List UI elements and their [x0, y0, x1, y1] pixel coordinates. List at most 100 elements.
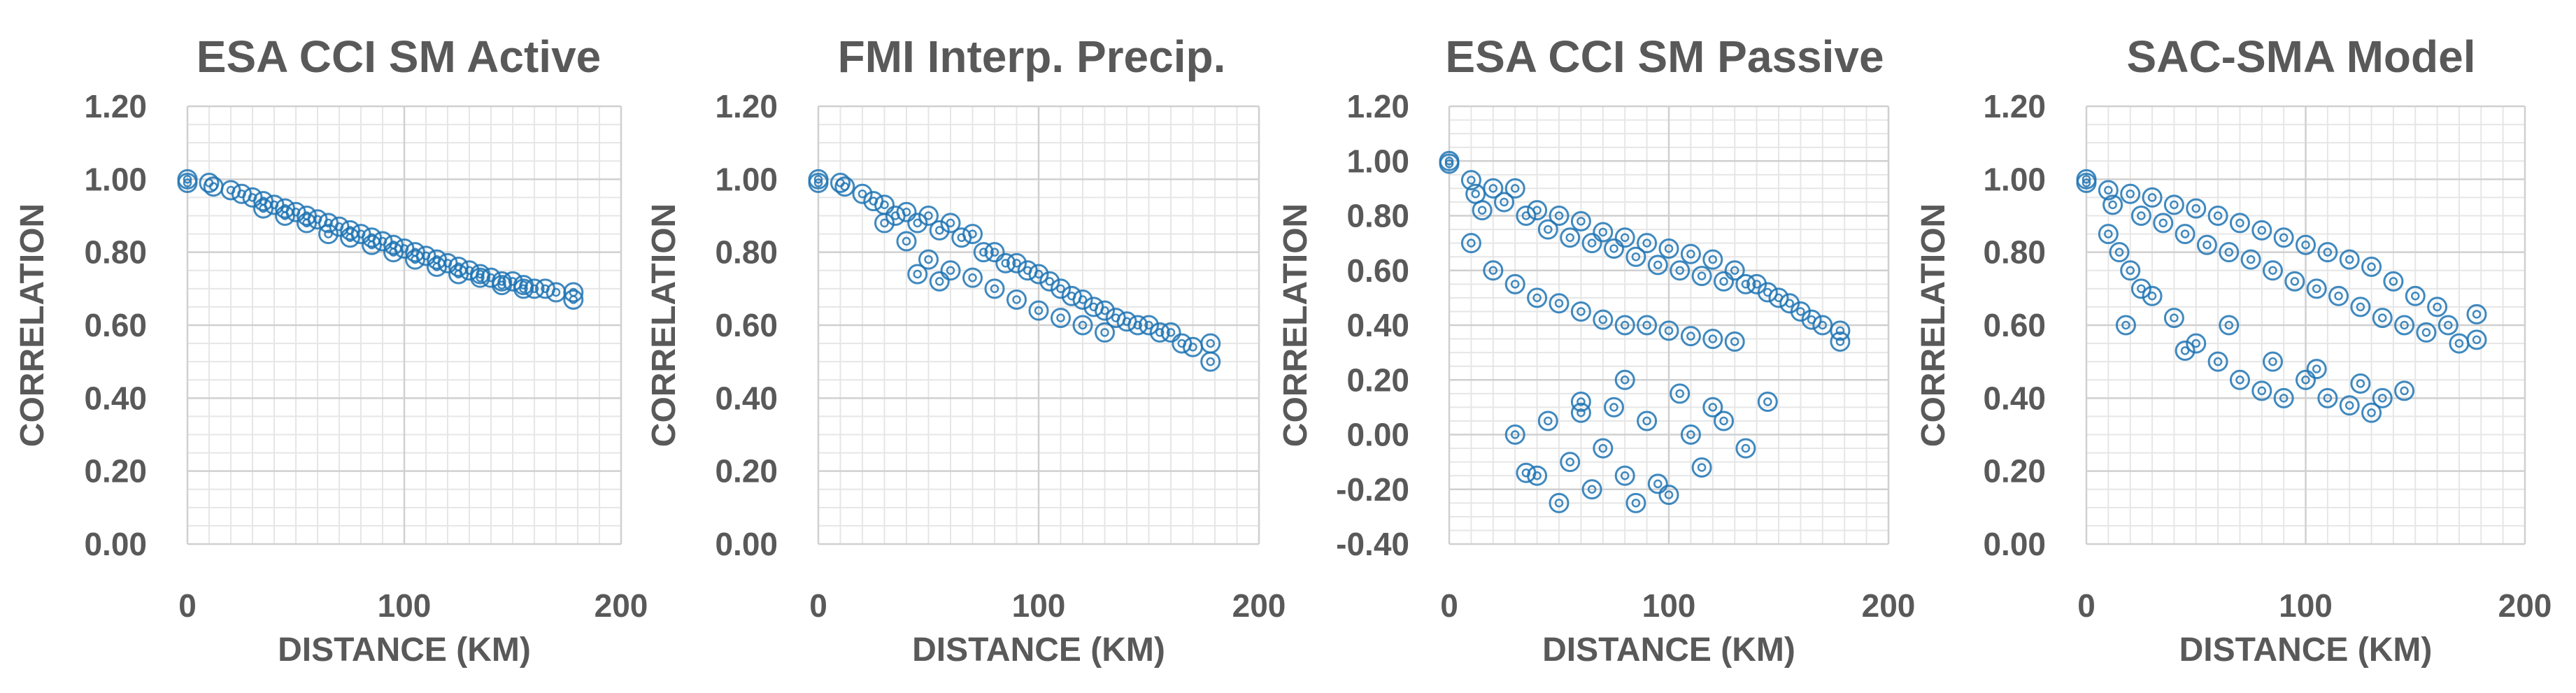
data-point: [1625, 492, 1646, 513]
data-point: [2207, 206, 2228, 226]
data-point-inner-ring: [2147, 292, 2157, 301]
x-axis-label: DISTANCE (KM): [2179, 631, 2433, 669]
data-point: [1006, 252, 1027, 273]
data-point-inner-ring: [1510, 280, 1520, 289]
data-point-inner-ring: [1631, 499, 1641, 508]
data-point: [1570, 402, 1591, 423]
data-point-inner-ring: [2158, 218, 2168, 228]
y-tick-label: 0.20: [1983, 453, 2046, 490]
y-tick-label: 0.00: [1346, 417, 1409, 453]
y-axis-label: CORRELATION: [1277, 203, 1314, 447]
data-point-inner-ring: [2301, 376, 2310, 385]
data-point: [1072, 315, 1093, 336]
data-point-outer-ring: [2142, 285, 2163, 306]
data-point-outer-ring: [1830, 320, 1851, 341]
data-point: [1472, 200, 1493, 221]
data-point-inner-ring: [1554, 499, 1564, 508]
data-point-inner-ring: [183, 178, 192, 187]
data-point: [1504, 273, 1525, 294]
data-point: [2207, 351, 2228, 372]
x-tick-label: 100: [378, 587, 432, 624]
data-point-inner-ring: [2344, 401, 2354, 410]
data-point: [524, 278, 545, 299]
data-point-inner-ring: [497, 280, 506, 290]
series-1: [808, 169, 1221, 372]
data-point: [1735, 438, 1756, 459]
data-point: [2251, 220, 2272, 241]
data-point: [896, 201, 917, 222]
data-point: [1581, 479, 1602, 500]
data-point: [1504, 178, 1525, 199]
y-tick-label: 0.80: [715, 234, 778, 271]
data-point: [297, 213, 317, 234]
data-point-inner-ring: [1521, 469, 1531, 478]
data-point-inner-ring: [2344, 255, 2354, 264]
data-point-outer-ring: [1801, 309, 1822, 330]
data-point-inner-ring: [924, 255, 933, 264]
data-point-inner-ring: [1206, 338, 1215, 348]
y-tick-label: 0.60: [1346, 252, 1409, 289]
data-point: [2251, 380, 2272, 401]
data-point-inner-ring: [1818, 320, 1828, 330]
data-point-inner-ring: [858, 189, 867, 199]
data-point-outer-ring: [1670, 260, 1691, 281]
data-point: [2339, 395, 2360, 416]
data-point-inner-ring: [1166, 328, 1176, 337]
data-point-outer-ring: [1051, 278, 1071, 299]
data-point-inner-ring: [1620, 471, 1630, 480]
data-point-inner-ring: [2356, 302, 2365, 312]
data-point-outer-ring: [1702, 329, 1723, 350]
data-point-outer-ring: [2372, 387, 2393, 408]
data-point-outer-ring: [1460, 233, 1481, 254]
data-point-outer-ring: [2240, 249, 2261, 270]
y-tick-label: 1.00: [84, 161, 147, 197]
data-point-inner-ring: [2121, 320, 2130, 330]
data-point: [1680, 424, 1701, 445]
data-point-inner-ring: [2191, 203, 2200, 213]
data-point-outer-ring: [995, 252, 1016, 273]
data-point: [940, 213, 961, 234]
data-point-outer-ring: [1702, 249, 1723, 270]
data-point-outer-ring: [962, 267, 983, 288]
data-point-outer-ring: [907, 264, 928, 285]
data-point: [1072, 289, 1093, 310]
data-point-inner-ring: [968, 229, 977, 238]
data-point-inner-ring: [1532, 293, 1542, 303]
y-tick-label: 0.80: [84, 234, 147, 271]
data-point: [2438, 315, 2458, 336]
x-tick-label: 0: [2077, 587, 2095, 624]
y-tick-label: 0.40: [1346, 307, 1409, 343]
data-point: [2130, 206, 2151, 226]
data-point-outer-ring: [2175, 341, 2196, 362]
data-point: [929, 271, 950, 292]
data-point-inner-ring: [1056, 313, 1065, 322]
data-point-outer-ring: [1647, 255, 1668, 276]
data-point-inner-ring: [324, 229, 333, 238]
data-point-outer-ring: [1139, 315, 1159, 336]
data-point-inner-ring: [1100, 328, 1109, 337]
data-point-outer-ring: [1039, 271, 1060, 292]
data-point-outer-ring: [1614, 369, 1635, 390]
data-point-inner-ring: [2472, 310, 2482, 319]
data-point-inner-ring: [1642, 416, 1651, 426]
data-point-outer-ring: [1593, 438, 1614, 459]
data-point: [2163, 194, 2184, 215]
data-point-outer-ring: [1504, 178, 1525, 199]
data-point: [1527, 287, 1548, 308]
y-tick-label: 1.00: [1983, 161, 2046, 197]
data-point: [362, 234, 382, 255]
data-point: [1830, 331, 1851, 352]
data-point-outer-ring: [1570, 301, 1591, 322]
data-point: [1494, 192, 1514, 213]
data-point-inner-ring: [1686, 430, 1695, 439]
data-point: [2229, 369, 2250, 390]
data-point-inner-ring: [1577, 408, 1586, 417]
data-point: [1570, 301, 1591, 322]
y-tick-label: 0.20: [715, 453, 778, 490]
data-point-inner-ring: [2356, 379, 2365, 388]
data-point-inner-ring: [968, 273, 977, 283]
data-point-outer-ring: [1028, 300, 1049, 321]
data-point-inner-ring: [2235, 218, 2244, 228]
data-point-inner-ring: [1444, 159, 1454, 169]
data-point-inner-ring: [1609, 403, 1618, 412]
